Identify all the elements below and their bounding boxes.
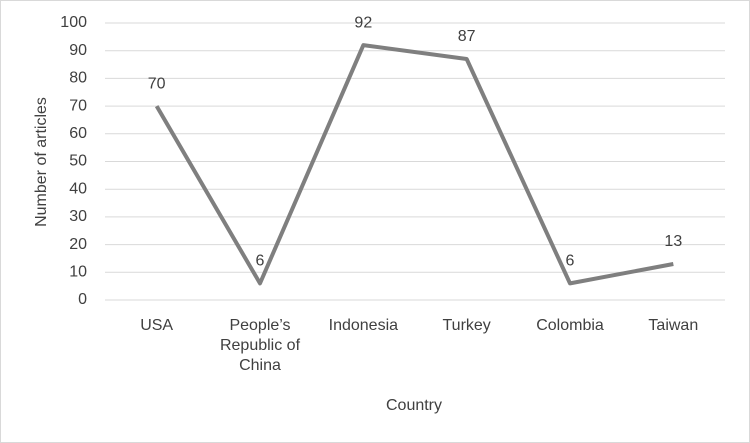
x-axis-title: Country: [386, 397, 442, 414]
data-label: 6: [256, 253, 265, 270]
y-tick-label: 0: [78, 291, 87, 308]
y-tick-label: 70: [69, 97, 87, 114]
y-axis-title: Number of articles: [33, 97, 50, 227]
data-label: 6: [566, 253, 575, 270]
y-tick-label: 90: [69, 42, 87, 59]
x-tick-label: Taiwan: [648, 317, 699, 334]
x-tick-label: Turkey: [442, 317, 491, 334]
y-tick-label: 80: [69, 70, 87, 87]
y-tick-label: 10: [69, 264, 87, 281]
x-tick-label: Colombia: [536, 317, 604, 334]
data-label: 87: [458, 28, 476, 45]
y-tick-label: 20: [69, 236, 87, 253]
y-tick-label: 30: [69, 208, 87, 225]
y-tick-label: 40: [69, 180, 87, 197]
x-tick-label: People’s Republic of China: [219, 317, 301, 374]
data-label: 13: [664, 233, 682, 250]
data-label: 70: [148, 75, 166, 92]
y-tick-label: 60: [69, 125, 87, 142]
y-tick-label: 100: [60, 14, 87, 31]
y-tick-label: 50: [69, 153, 87, 170]
x-tick-label: Indonesia: [328, 317, 399, 334]
line: [154, 43, 674, 286]
x-tick-label: USA: [140, 317, 174, 334]
data-label: 92: [354, 14, 372, 31]
